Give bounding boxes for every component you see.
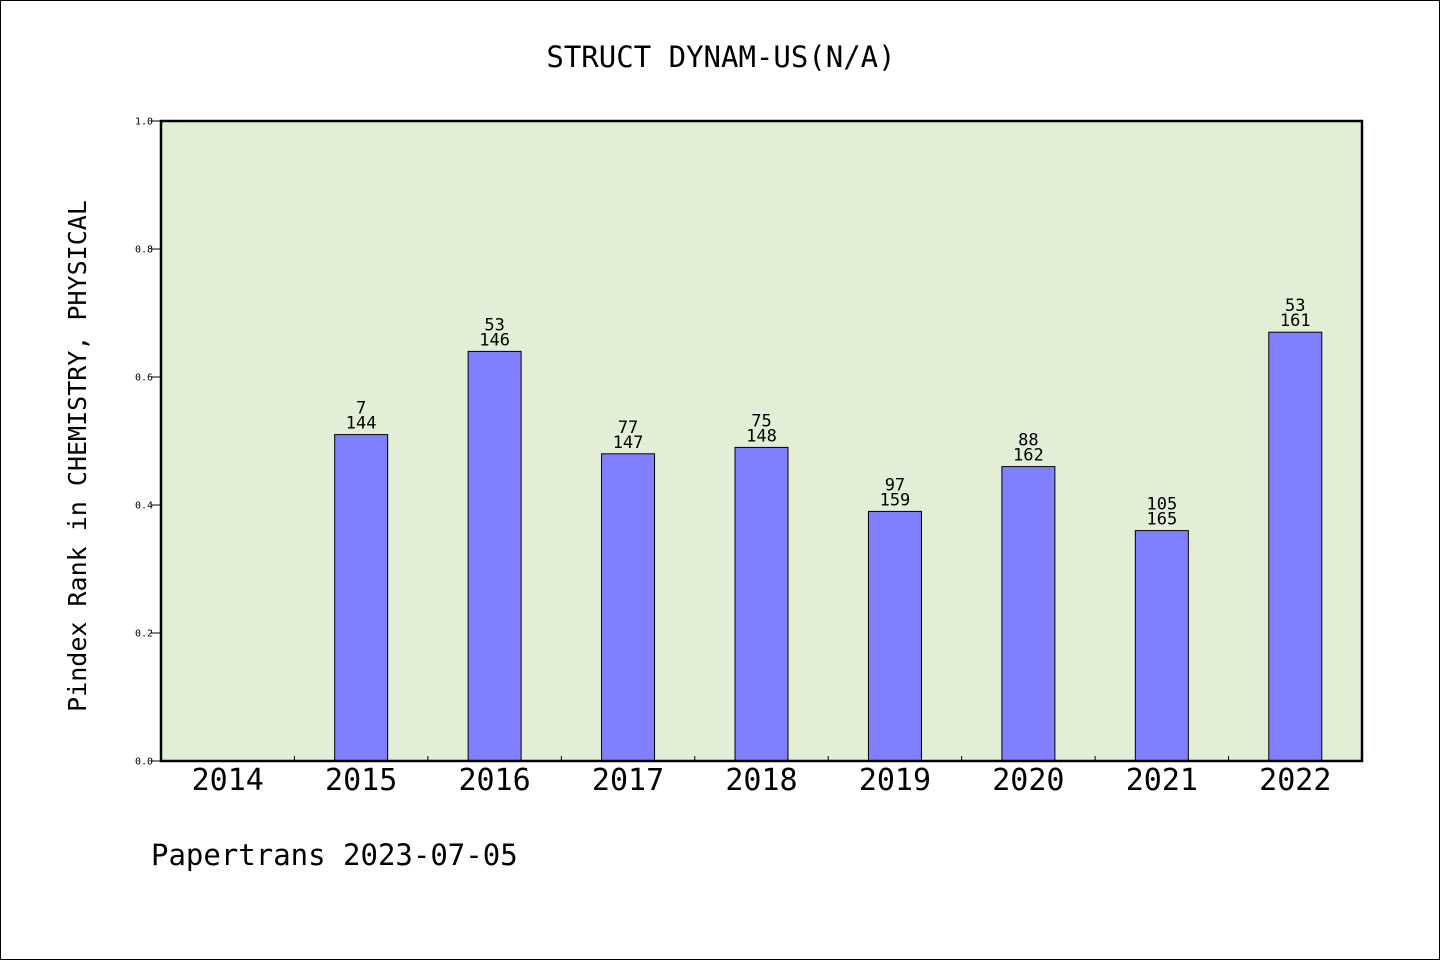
bar-total-label: 146 bbox=[479, 330, 510, 350]
y-tick-label: 1.0 bbox=[135, 117, 153, 128]
x-axis: 2014 2015 2016 2017 2018 2019 2020 2021 2022 bbox=[192, 756, 1331, 798]
x-tick-label: 2021 bbox=[1126, 763, 1198, 798]
bar-total-label: 144 bbox=[346, 414, 377, 434]
x-tick-label: 2018 bbox=[725, 763, 797, 798]
y-tick-label: 0.8 bbox=[135, 245, 153, 256]
bar-rank-label: 75 bbox=[751, 411, 771, 431]
x-tick-label: 2022 bbox=[1259, 763, 1331, 798]
bar bbox=[1268, 331, 1323, 762]
y-tick-label: 0.2 bbox=[135, 629, 153, 640]
y-axis: 0.0 0.2 0.4 0.6 0.8 1.0 bbox=[135, 117, 161, 768]
bar-rank-label: 88 bbox=[1018, 431, 1038, 451]
bar bbox=[1134, 530, 1189, 762]
chart-title: STRUCT DYNAM-US(N/A) bbox=[546, 40, 895, 74]
bar bbox=[1001, 466, 1056, 762]
bar-total-label: 161 bbox=[1280, 311, 1311, 331]
x-tick-label: 2020 bbox=[992, 763, 1064, 798]
bar-total-label: 165 bbox=[1146, 510, 1177, 530]
bar-total-label: 147 bbox=[613, 433, 644, 453]
bar-rank-label: 77 bbox=[618, 418, 638, 438]
plot-frame bbox=[159, 119, 1364, 763]
x-tick-label: 2019 bbox=[859, 763, 931, 798]
bar-rank-label: 7 bbox=[356, 399, 366, 419]
bar bbox=[734, 446, 789, 762]
bar bbox=[334, 434, 389, 762]
y-tick-label: 0.0 bbox=[135, 757, 153, 768]
x-tick-label: 2014 bbox=[192, 763, 264, 798]
bar-rank-label: 97 bbox=[885, 475, 905, 495]
x-tick-label: 2016 bbox=[458, 763, 530, 798]
bar bbox=[867, 510, 922, 762]
footer-note: Papertrans 2023-07-05 bbox=[151, 838, 518, 872]
bars-group bbox=[334, 331, 1323, 762]
bar-total-label: 148 bbox=[746, 426, 777, 446]
x-tick-label: 2015 bbox=[325, 763, 397, 798]
bar-rank-label: 105 bbox=[1146, 495, 1177, 515]
bar-rank-label: 53 bbox=[484, 315, 504, 335]
y-tick-label: 0.6 bbox=[135, 373, 153, 384]
bar bbox=[467, 350, 522, 762]
bar-total-label: 159 bbox=[880, 490, 911, 510]
bar-total-label: 162 bbox=[1013, 446, 1044, 466]
y-axis-label: Pindex Rank in CHEMISTRY, PHYSICAL bbox=[63, 200, 92, 712]
bar bbox=[601, 453, 656, 762]
x-tick-label: 2017 bbox=[592, 763, 664, 798]
bar-rank-label: 53 bbox=[1285, 296, 1305, 316]
y-tick-label: 0.4 bbox=[135, 501, 153, 512]
